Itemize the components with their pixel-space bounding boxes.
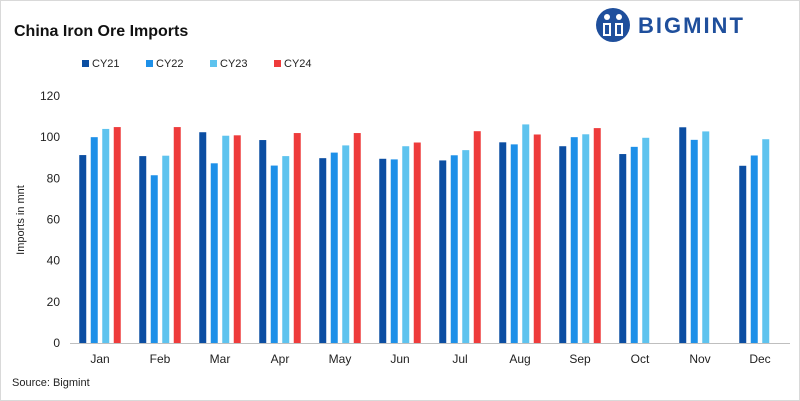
- bar-cy21-feb: [139, 156, 147, 343]
- bar-cy22-dec: [750, 155, 758, 343]
- brand-name: BIGMINT: [638, 13, 745, 38]
- bar-cy22-aug: [510, 144, 518, 343]
- x-tick-label-jul: Jul: [452, 352, 467, 366]
- x-tick-label-sep: Sep: [569, 352, 591, 366]
- bar-cy23-dec: [762, 139, 770, 343]
- legend-swatch-cy22: [146, 60, 153, 67]
- legend-swatch-cy24: [274, 60, 281, 67]
- bar-cy23-jan: [102, 128, 110, 343]
- bar-cy22-mar: [210, 163, 218, 343]
- bar-cy24-jun: [413, 142, 421, 343]
- bar-cy21-sep: [559, 146, 567, 343]
- x-tick-label-oct: Oct: [631, 352, 650, 366]
- y-tick-label: 40: [47, 254, 61, 268]
- bar-cy24-apr: [293, 133, 301, 343]
- bar-cy21-jun: [379, 158, 387, 343]
- bar-cy21-may: [319, 158, 327, 343]
- chart-title: China Iron Ore Imports: [14, 23, 188, 40]
- bar-cy22-jul: [450, 155, 458, 343]
- x-tick-label-jun: Jun: [390, 352, 409, 366]
- bar-cy22-jan: [90, 137, 98, 343]
- legend-swatch-cy21: [82, 60, 89, 67]
- x-tick-label-apr: Apr: [271, 352, 290, 366]
- source-note: Source: Bigmint: [12, 377, 90, 389]
- bar-cy21-mar: [199, 132, 207, 343]
- bar-cy21-jan: [79, 155, 87, 343]
- y-tick-label: 80: [47, 171, 61, 185]
- bar-series: [79, 124, 770, 343]
- bar-cy24-aug: [533, 134, 541, 343]
- bar-cy22-apr: [270, 165, 278, 343]
- x-axis-ticks: Jan Feb Mar Apr May Jun Jul Aug Sep Oct Nov Dec: [90, 352, 770, 366]
- x-tick-label-feb: Feb: [150, 352, 171, 366]
- bar-cy24-jan: [113, 127, 121, 343]
- bar-cy23-aug: [522, 124, 530, 343]
- bar-cy23-may: [342, 145, 350, 343]
- bar-cy21-dec: [739, 165, 747, 343]
- bar-cy22-feb: [150, 175, 158, 343]
- legend-label-cy22: CY22: [156, 58, 184, 70]
- bar-cy21-aug: [499, 142, 507, 343]
- bar-cy23-apr: [282, 156, 290, 343]
- bar-cy23-nov: [702, 131, 710, 343]
- bar-cy22-jun: [390, 159, 398, 343]
- x-tick-label-mar: Mar: [210, 352, 231, 366]
- y-tick-label: 60: [47, 213, 61, 227]
- x-tick-label-aug: Aug: [509, 352, 530, 366]
- x-tick-label-nov: Nov: [689, 352, 710, 366]
- bar-cy23-oct: [642, 137, 650, 343]
- y-axis-ticks: 0 20 40 60 80 100 120: [40, 89, 60, 350]
- bar-cy23-mar: [222, 135, 230, 343]
- legend-swatch-cy23: [210, 60, 217, 67]
- bigmint-logo: BIGMINT: [596, 8, 745, 42]
- bar-cy23-jul: [462, 150, 470, 343]
- bar-cy23-jun: [402, 146, 410, 343]
- bar-cy24-mar: [233, 135, 241, 343]
- x-tick-label-may: May: [329, 352, 352, 366]
- y-tick-label: 100: [40, 130, 60, 144]
- legend-label-cy24: CY24: [284, 58, 312, 70]
- bar-cy22-sep: [570, 137, 578, 343]
- y-tick-label: 120: [40, 89, 60, 103]
- bar-cy22-may: [330, 152, 338, 343]
- bar-cy21-nov: [679, 127, 687, 343]
- legend-label-cy21: CY21: [92, 58, 120, 70]
- y-tick-label: 0: [53, 336, 60, 350]
- bar-cy21-oct: [619, 154, 627, 343]
- bar-cy22-oct: [630, 146, 638, 343]
- bar-cy21-jul: [439, 160, 447, 343]
- legend-label-cy23: CY23: [220, 58, 248, 70]
- x-tick-label-jan: Jan: [90, 352, 109, 366]
- bigmint-logo-icon: [596, 8, 630, 42]
- y-tick-label: 20: [47, 295, 61, 309]
- bar-cy24-may: [353, 133, 361, 343]
- bar-cy23-feb: [162, 155, 170, 343]
- bar-cy23-sep: [582, 134, 590, 343]
- chart-legend: CY21 CY22 CY23 CY24: [82, 58, 312, 70]
- bar-cy24-sep: [593, 128, 601, 343]
- x-tick-label-dec: Dec: [749, 352, 770, 366]
- bar-cy24-feb: [173, 127, 181, 343]
- bar-cy22-nov: [690, 139, 698, 343]
- bar-cy24-jul: [473, 131, 481, 343]
- bar-cy21-apr: [259, 140, 267, 343]
- y-axis-label: Imports in mnt: [15, 185, 27, 255]
